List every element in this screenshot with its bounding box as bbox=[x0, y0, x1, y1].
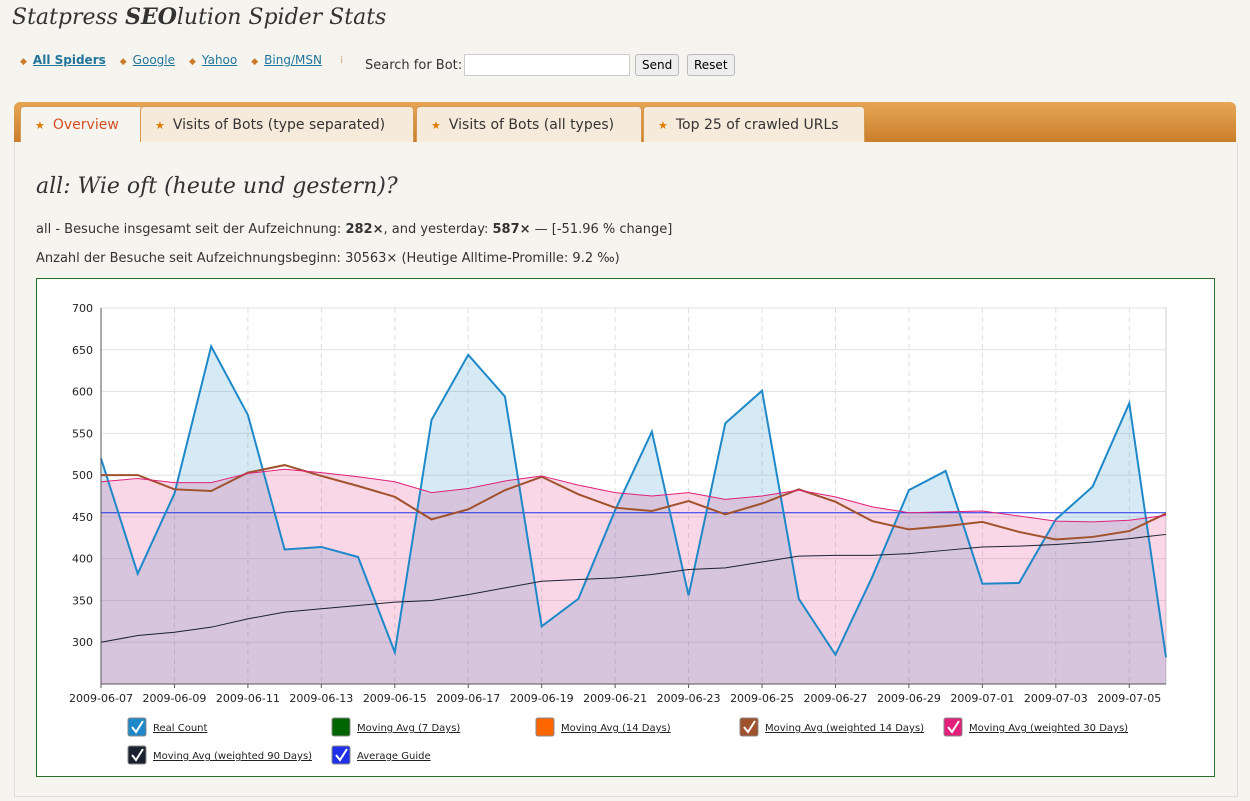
y-tick-label: 650 bbox=[72, 344, 93, 357]
y-tick-label: 400 bbox=[72, 553, 93, 566]
x-tick-label: 2009-06-11 bbox=[216, 692, 280, 705]
text: , and yesterday: bbox=[383, 222, 493, 237]
stats-line: all - Besuche insgesamt seit der Aufzeic… bbox=[36, 222, 672, 237]
check-mark bbox=[743, 720, 756, 734]
legend-label: Average Guide bbox=[357, 751, 431, 762]
title-suffix: lution Spider Stats bbox=[176, 5, 387, 30]
x-tick-label: 2009-06-29 bbox=[877, 692, 941, 705]
tab[interactable]: Overview bbox=[20, 106, 144, 142]
title-bold: SEO bbox=[125, 4, 177, 30]
check-mark bbox=[947, 720, 960, 734]
nav-link[interactable]: Bing/MSN bbox=[251, 53, 322, 67]
section-heading: all: Wie oft (heute und gestern)? bbox=[36, 174, 398, 199]
legend-label: Moving Avg (weighted 14 Days) bbox=[765, 723, 924, 734]
legend-item[interactable]: Moving Avg (7 Days) bbox=[331, 717, 460, 737]
legend-label: Moving Avg (weighted 90 Days) bbox=[153, 751, 312, 762]
separator: ⁞ bbox=[340, 55, 344, 66]
legend-checkbox[interactable] bbox=[535, 717, 555, 737]
x-tick-label: 2009-07-01 bbox=[950, 692, 1014, 705]
check-mark bbox=[335, 748, 348, 762]
x-tick-label: 2009-06-13 bbox=[289, 692, 353, 705]
x-tick-label: 2009-06-17 bbox=[436, 692, 500, 705]
send-button[interactable]: Send bbox=[635, 54, 680, 76]
yesterday-count: 587× bbox=[492, 222, 531, 237]
y-tick-label: 550 bbox=[72, 427, 93, 440]
tab-bar: Overview Visits of Bots (type separated)… bbox=[14, 102, 1236, 142]
reset-button[interactable]: Reset bbox=[687, 54, 735, 76]
nav-link[interactable]: Yahoo bbox=[189, 53, 237, 67]
x-tick-label: 2009-06-09 bbox=[142, 692, 206, 705]
y-tick-label: 350 bbox=[72, 594, 93, 607]
x-tick-label: 2009-07-03 bbox=[1024, 692, 1088, 705]
series-line bbox=[100, 468, 1167, 523]
legend-checkbox[interactable] bbox=[943, 717, 963, 737]
search-label: Search for Bot: bbox=[365, 58, 463, 73]
legend-label: Moving Avg (7 Days) bbox=[357, 723, 460, 734]
nav-link[interactable]: All Spiders bbox=[20, 53, 106, 67]
series-line bbox=[101, 464, 1167, 541]
legend-label: Moving Avg (weighted 30 Days) bbox=[969, 723, 1128, 734]
legend-item[interactable]: Average Guide bbox=[331, 745, 431, 765]
x-tick-label: 2009-06-25 bbox=[730, 692, 794, 705]
x-tick-label: 2009-06-15 bbox=[363, 692, 427, 705]
title-prefix: Statpress bbox=[12, 5, 126, 30]
legend-label: Real Count bbox=[153, 723, 208, 734]
search-input[interactable] bbox=[464, 54, 630, 76]
y-tick-label: 700 bbox=[72, 302, 93, 315]
y-tick-label: 500 bbox=[72, 469, 93, 482]
check-mark bbox=[131, 748, 144, 762]
stats-line: Anzahl der Besuche seit Aufzeichnungsbeg… bbox=[36, 251, 620, 266]
nav-link[interactable]: Google bbox=[120, 53, 175, 67]
y-tick-label: 300 bbox=[72, 636, 93, 649]
series-area bbox=[101, 346, 1166, 684]
x-tick-label: 2009-06-27 bbox=[804, 692, 868, 705]
series-line bbox=[100, 533, 1167, 643]
tab[interactable]: Top 25 of crawled URLs bbox=[643, 106, 865, 142]
series-line bbox=[100, 343, 1167, 658]
legend-item[interactable]: Moving Avg (14 Days) bbox=[535, 717, 671, 737]
x-tick-label: 2009-06-19 bbox=[510, 692, 574, 705]
legend-checkbox[interactable] bbox=[127, 745, 147, 765]
text: — [-51.96 % change] bbox=[530, 222, 673, 237]
y-tick-label: 600 bbox=[72, 386, 93, 399]
legend-checkbox[interactable] bbox=[739, 717, 759, 737]
legend-checkbox[interactable] bbox=[127, 717, 147, 737]
page-title: Statpress SEOlution Spider Stats bbox=[12, 4, 386, 30]
x-tick-label: 2009-07-05 bbox=[1097, 692, 1161, 705]
check-mark bbox=[131, 720, 144, 734]
legend-item[interactable]: Moving Avg (weighted 30 Days) bbox=[943, 717, 1128, 737]
x-tick-label: 2009-06-23 bbox=[657, 692, 721, 705]
tab[interactable]: Visits of Bots (all types) bbox=[416, 106, 642, 142]
legend-item[interactable]: Moving Avg (weighted 90 Days) bbox=[127, 745, 312, 765]
text: all - Besuche insgesamt seit der Aufzeic… bbox=[36, 222, 346, 237]
legend-checkbox[interactable] bbox=[331, 745, 351, 765]
legend-item[interactable]: Moving Avg (weighted 14 Days) bbox=[739, 717, 924, 737]
legend-item[interactable]: Real Count bbox=[127, 717, 208, 737]
legend-label: Moving Avg (14 Days) bbox=[561, 723, 671, 734]
spider-nav: All Spiders Google Yahoo Bing/MSN bbox=[20, 53, 336, 68]
today-count: 282× bbox=[345, 222, 384, 237]
legend-checkbox[interactable] bbox=[331, 717, 351, 737]
x-tick-label: 2009-06-07 bbox=[69, 692, 133, 705]
chart: 300 350 400 450 500 550 600 650 700 2009-06-07 200… bbox=[36, 278, 1215, 777]
y-tick-label: 450 bbox=[72, 511, 93, 524]
tab[interactable]: Visits of Bots (type separated) bbox=[140, 106, 414, 142]
x-tick-label: 2009-06-21 bbox=[583, 692, 647, 705]
